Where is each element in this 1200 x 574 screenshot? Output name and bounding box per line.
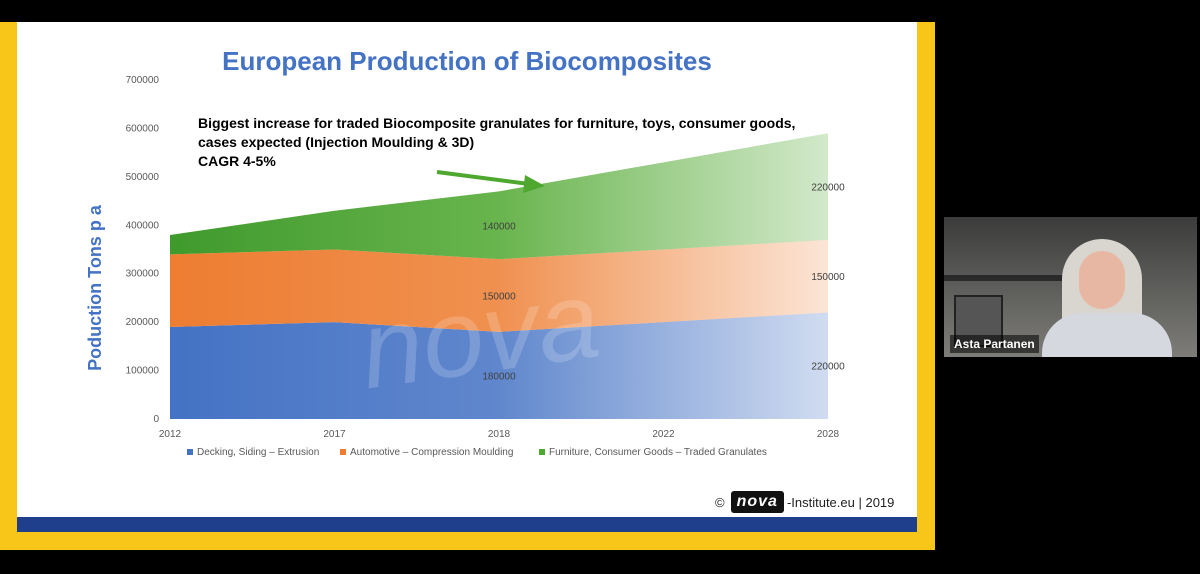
legend-label: Automotive – Compression Moulding (350, 447, 513, 458)
legend-swatch (340, 449, 346, 455)
y-tick-label: 700000 (126, 75, 160, 86)
x-tick-label: 2022 (652, 429, 675, 440)
area-series-3 (170, 133, 828, 260)
y-tick-label: 300000 (126, 269, 160, 280)
data-label: 220000 (811, 183, 845, 194)
area-series-2 (170, 239, 828, 332)
background-shelf (944, 275, 1064, 281)
participant-video-tile[interactable]: Asta Partanen (944, 217, 1197, 357)
data-label: 220000 (811, 362, 845, 373)
legend-swatch (539, 449, 545, 455)
participant-name: Asta Partanen (950, 335, 1039, 353)
presentation-slide: European Production of Biocomposites nov… (17, 22, 917, 532)
annotation-line-1: Biggest increase for traded Biocomposite… (198, 115, 796, 150)
slide-bottom-bar (17, 517, 917, 532)
x-tick-label: 2012 (159, 429, 182, 440)
arrow-icon (436, 170, 545, 193)
annotation-line-2: CAGR 4-5% (198, 153, 276, 169)
y-tick-label: 100000 (126, 366, 160, 377)
nova-logo: nova (730, 491, 784, 513)
y-tick-label: 0 (153, 414, 159, 425)
x-tick-label: 2018 (488, 429, 511, 440)
copyright: © nova -Institute.eu | 2019 (715, 484, 894, 520)
participant-body (1042, 313, 1172, 357)
participant-face (1079, 251, 1125, 309)
x-tick-label: 2017 (323, 429, 346, 440)
area-chart: nova 01000002000003000004000005000006000… (126, 75, 845, 458)
copyright-symbol: © (715, 494, 725, 510)
legend-label: Furniture, Consumer Goods – Traded Granu… (549, 447, 767, 458)
y-tick-label: 400000 (126, 220, 160, 231)
area-series-1 (170, 312, 828, 419)
y-tick-label: 200000 (126, 317, 160, 328)
data-label: 150000 (811, 272, 845, 283)
annotation-text: Biggest increase for traded Biocomposite… (198, 114, 838, 171)
legend-swatch (187, 449, 193, 455)
y-axis-label: Poduction Tons p a (85, 205, 105, 371)
data-label: 150000 (482, 292, 516, 303)
data-label: 180000 (482, 371, 516, 382)
legend-label: Decking, Siding – Extrusion (197, 447, 319, 458)
x-tick-label: 2028 (817, 429, 840, 440)
y-tick-label: 600000 (126, 123, 160, 134)
copyright-text: -Institute.eu | 2019 (786, 494, 895, 510)
data-label: 140000 (482, 221, 516, 232)
slide-title: European Production of Biocomposites (222, 46, 712, 76)
y-tick-label: 500000 (126, 172, 160, 183)
